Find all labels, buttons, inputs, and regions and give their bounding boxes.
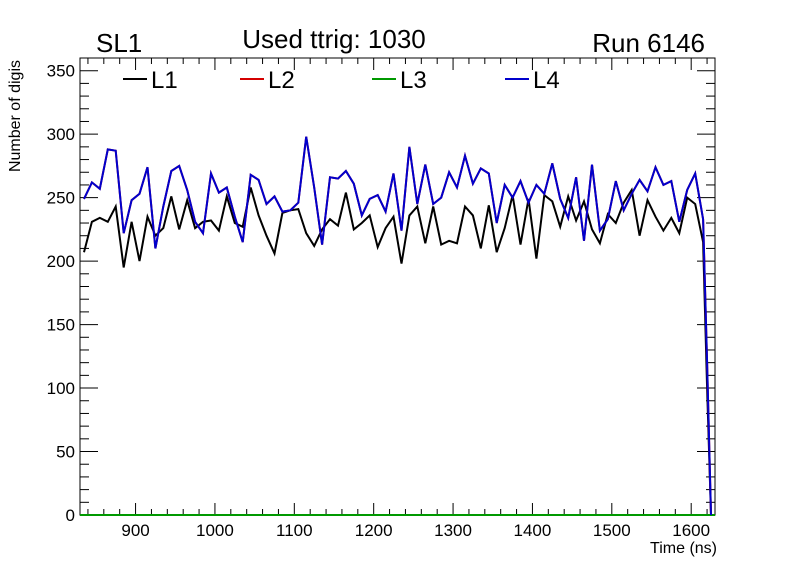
y-tick-label-200: 200	[47, 252, 75, 271]
legend-label-l1: L1	[151, 67, 178, 94]
x-tick-label-1200: 1200	[355, 521, 393, 540]
x-tick-label-1600: 1600	[672, 521, 710, 540]
y-tick-label-150: 150	[47, 316, 75, 335]
x-tick-label-1400: 1400	[514, 521, 552, 540]
x-axis-label: Time (ns)	[650, 540, 717, 557]
legend-label-l3: L3	[400, 67, 427, 94]
y-tick-label-100: 100	[47, 379, 75, 398]
y-tick-label-0: 0	[66, 506, 75, 525]
title-left: SL1	[96, 28, 142, 58]
legend-label-l4: L4	[533, 67, 560, 94]
title-right: Run 6146	[592, 28, 705, 58]
y-tick-label-300: 300	[47, 125, 75, 144]
y-tick-label-350: 350	[47, 62, 75, 81]
x-tick-label-900: 900	[121, 521, 149, 540]
y-tick-label-50: 50	[56, 443, 75, 462]
series-line-l4	[83, 136, 712, 516]
x-tick-label-1100: 1100	[276, 521, 313, 540]
series-lines	[80, 136, 715, 516]
x-tick-label-1000: 1000	[196, 521, 234, 540]
title-center: Used ttrig: 1030	[242, 24, 426, 54]
y-tick-label-250: 250	[47, 189, 75, 208]
series-line-l1	[83, 187, 712, 516]
legend-label-l2: L2	[268, 67, 295, 94]
x-tick-label-1300: 1300	[434, 521, 472, 540]
plot-frame	[79, 57, 716, 516]
y-axis-label: Number of digis	[7, 60, 24, 172]
axis-ticks: 900 1000 1100 1200 1300 1400 1500 1600 0 50 100 150…	[47, 57, 715, 540]
x-tick-label-1500: 1500	[593, 521, 631, 540]
series-line-l2	[83, 136, 712, 516]
legend: L1 L2 L3 L4	[123, 67, 560, 94]
